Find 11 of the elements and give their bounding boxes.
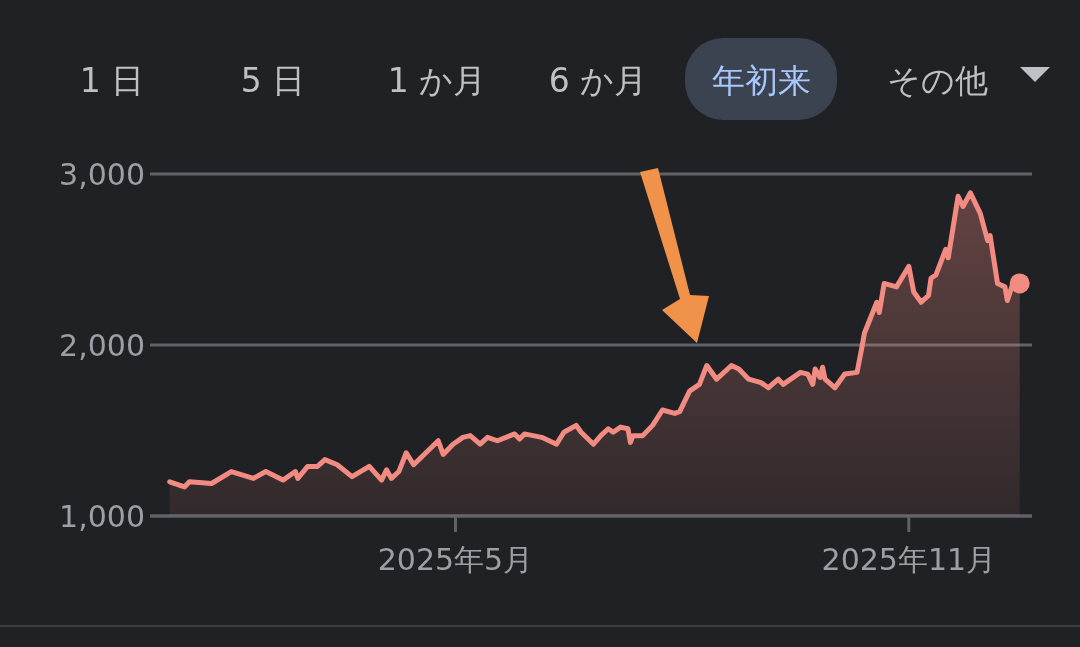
- text: 5 日: [240, 61, 306, 100]
- y-tick-label: 1,000: [59, 499, 145, 534]
- x-tick-label: 2025年5月: [377, 542, 534, 577]
- text: 1 か月: [387, 61, 487, 100]
- text: 6 か月: [548, 61, 648, 100]
- y-tick-label: 3,000: [59, 157, 145, 192]
- x-tick-label: 2025年11月: [821, 542, 997, 577]
- y-tick-label: 2,000: [59, 328, 145, 363]
- text: その他: [886, 61, 988, 100]
- text: 1 日: [79, 61, 145, 100]
- text: 年初来: [711, 61, 811, 100]
